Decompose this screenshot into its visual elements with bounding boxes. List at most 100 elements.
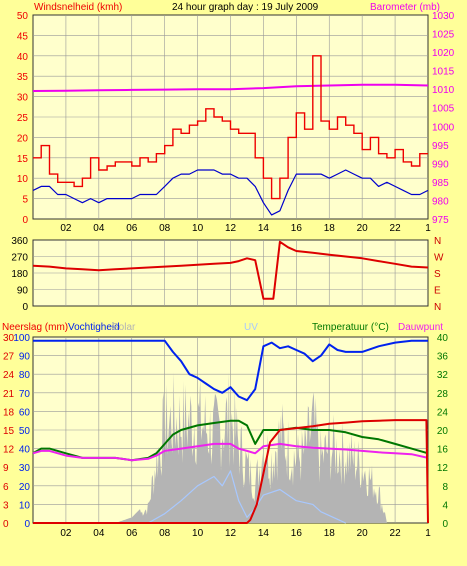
wind-speed-axis-label: Windsnelheid (kmh): [34, 2, 122, 13]
x-tick-label: 04: [93, 223, 105, 234]
rain-tick: 24: [3, 370, 15, 381]
direction-tick: 270: [11, 253, 28, 264]
humidity-line: [33, 339, 428, 402]
wind-speed-tick: 40: [17, 52, 29, 63]
temperature-axis-label: Temperatuur (°C): [312, 322, 389, 333]
compass-tick: N: [434, 302, 441, 313]
rain-tick: 0: [3, 519, 9, 530]
temperature-tick: 40: [437, 333, 449, 344]
barometer-tick: 980: [432, 196, 449, 207]
barometer-tick: 1005: [432, 104, 455, 115]
x-tick-label: 20: [357, 528, 369, 539]
dewpoint-label: Dauwpunt: [398, 322, 443, 333]
solar-layer: [115, 372, 387, 523]
wind-speed-tick: 5: [22, 195, 28, 206]
x-tick-label: 02: [60, 528, 72, 539]
temperature-tick: 32: [437, 370, 449, 381]
temperature-tick: 8: [442, 482, 448, 493]
barometer-tick: 990: [432, 159, 449, 170]
x-tick-label: 06: [126, 223, 138, 234]
barometer-line: [32, 83, 429, 92]
rain-tick: 21: [3, 389, 15, 400]
wind-gust-line: [33, 55, 428, 200]
uv-line: [147, 470, 346, 524]
compass-tick: E: [434, 286, 441, 297]
temperature-tick: 36: [437, 352, 449, 363]
x-tick-label: 14: [258, 223, 270, 234]
direction-tick: 0: [22, 302, 28, 313]
wind-speed-tick: 35: [17, 72, 29, 83]
barometer-tick: 985: [432, 178, 449, 189]
temperature-tick: 24: [437, 407, 449, 418]
solar-label: Solar: [112, 322, 136, 333]
barometer-axis-label: Barometer (mb): [370, 2, 440, 13]
x-tick-label: 02: [60, 223, 72, 234]
barometer-tick: 1010: [432, 85, 455, 96]
barometer-tick: 995: [432, 141, 449, 152]
compass-tick: S: [434, 269, 441, 280]
uv-label: UV: [244, 322, 258, 333]
x-tick-label: 18: [324, 528, 336, 539]
barometer-tick: 1000: [432, 122, 455, 133]
temperature-tick: 0: [442, 519, 448, 530]
x-tick-label: 08: [159, 528, 171, 539]
rain-tick: 9: [3, 463, 9, 474]
x-tick-label: 20: [357, 223, 369, 234]
wind-speed-tick: 50: [17, 11, 29, 22]
x-tick-label: 12: [225, 528, 237, 539]
rain-tick: 6: [3, 482, 9, 493]
rain-axis-label: Neerslag (mm): [2, 322, 68, 333]
direction-tick: 360: [11, 236, 28, 247]
wind-speed-tick: 10: [17, 174, 29, 185]
humidity-tick: 70: [19, 389, 31, 400]
humidity-axis-label: Vochtigheid: [68, 322, 120, 333]
humidity-tick: 50: [19, 426, 31, 437]
compass-tick: N: [434, 236, 441, 247]
temperature-tick: 12: [437, 463, 449, 474]
temperature-tick: 4: [442, 500, 448, 511]
series-layer: [32, 55, 429, 524]
x-tick-label: 16: [291, 528, 303, 539]
humidity-tick: 30: [19, 463, 31, 474]
wind-speed-tick: 0: [22, 215, 28, 226]
x-tick-label: 1: [425, 528, 431, 539]
temperature-tick: 20: [437, 426, 449, 437]
wind-direction-line: [32, 240, 429, 300]
dewpoint-line: [32, 442, 429, 462]
barometer-tick: 1020: [432, 48, 455, 59]
wind-speed-tick: 20: [17, 133, 29, 144]
x-tick-label: 12: [225, 223, 237, 234]
rain-tick: 18: [3, 407, 15, 418]
x-tick-label: 22: [390, 528, 402, 539]
wind-speed-tick: 30: [17, 93, 29, 104]
x-tick-label: 16: [291, 223, 303, 234]
rain-line: [33, 419, 429, 524]
rain-tick: 30: [3, 333, 15, 344]
temperature-tick: 28: [437, 389, 449, 400]
barometer-tick: 1025: [432, 30, 455, 41]
chart-title: 24 hour graph day : 19 July 2009: [172, 2, 319, 13]
barometer-tick: 1015: [432, 67, 455, 78]
humidity-tick: 0: [24, 519, 30, 530]
direction-tick: 90: [17, 286, 29, 297]
humidity-tick: 60: [19, 407, 31, 418]
humidity-tick: 80: [19, 370, 31, 381]
humidity-tick: 100: [13, 333, 30, 344]
rain-tick: 15: [3, 426, 15, 437]
rain-tick: 3: [3, 500, 9, 511]
x-tick-label: 22: [390, 223, 402, 234]
humidity-tick: 40: [19, 445, 31, 456]
solar-radiation-area: [115, 372, 387, 523]
x-tick-label: 08: [159, 223, 171, 234]
x-tick-label: 10: [192, 528, 204, 539]
wind-speed-tick: 15: [17, 154, 29, 165]
wind-avg-line: [32, 169, 429, 216]
x-tick-label: 14: [258, 528, 270, 539]
direction-tick: 180: [11, 269, 28, 280]
x-tick-label: 04: [93, 528, 105, 539]
rain-tick: 27: [3, 352, 15, 363]
humidity-tick: 10: [19, 500, 31, 511]
wind-speed-tick: 25: [17, 113, 29, 124]
x-tick-label: 06: [126, 528, 138, 539]
